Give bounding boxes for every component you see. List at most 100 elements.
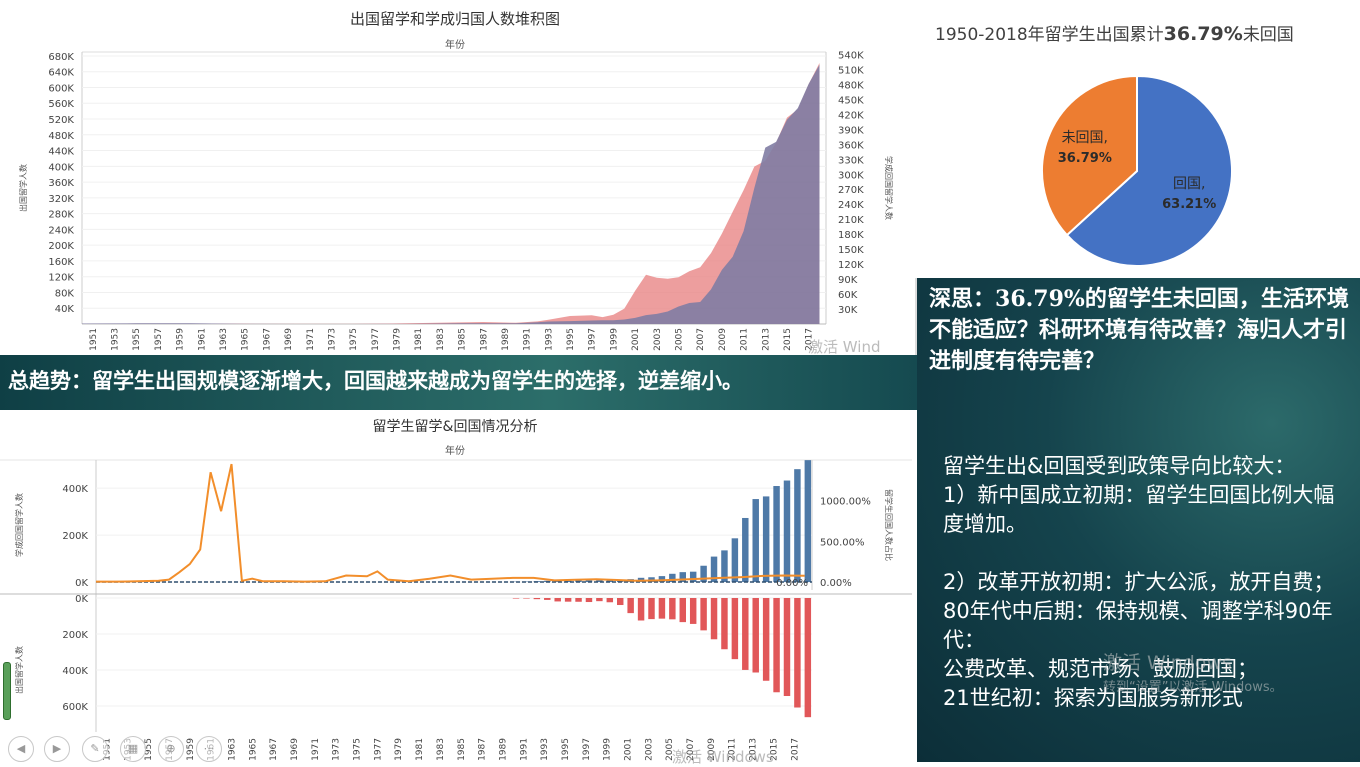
y-right-tick-label: 540K [838,50,864,61]
chart1-watermark: 激活 Wind [808,336,880,357]
chart-subtitle: 年份 [445,38,465,51]
departed-bar [523,598,529,599]
x-tick-label: 2001 [631,328,641,351]
x-tick-label: 2001 [624,738,634,761]
returned-bar [752,499,758,582]
departed-bar [805,598,811,717]
y-axis-label-right: 留学生回国人数占比 [884,489,894,561]
policy-line: 2）改革开放初期：扩大公派，放开自费； [943,568,1353,597]
x-tick-label: 1993 [540,738,550,761]
departed-bar [752,598,758,673]
y-axis-label-top: 学成回国留学人数 [14,493,24,557]
x-tick-label: 2015 [783,328,793,351]
x-tick-label: 1963 [227,738,237,761]
x-tick-label: 1975 [353,738,363,761]
x-tick-label: 1983 [436,328,446,351]
x-tick-label: 2011 [740,328,750,351]
returned-bar [763,496,769,582]
x-tick-label: 1975 [349,328,359,351]
departed-bar [721,598,727,649]
x-tick-label: 1969 [290,738,300,761]
y-tick-label: 80K [55,288,75,299]
y-tick-label: 400K [62,666,88,677]
y-tick-label: 560K [48,99,74,110]
x-tick-label: 1997 [582,738,592,761]
reflection-value: 36.79% [995,286,1085,312]
departed-bar [773,598,779,692]
pie-slice-label: 未回国, [1062,130,1108,146]
pie-chart-svg: 回国, 63.21% 未回国, 36.79% [915,0,1360,278]
y-tick-label: 200K [62,531,88,542]
x-tick-label: 1961 [197,328,207,351]
x-tick-label: 1997 [588,328,598,351]
pie-slice-value: 36.79% [1058,151,1112,166]
area-series-0 [82,63,820,324]
insight-panel: 深思：36.79%的留学生未回国，生活环境不能适应？科研环境有待改善？海归人才引… [917,278,1360,762]
x-tick-label: 1981 [414,328,424,351]
y-tick-label: 160K [48,257,74,268]
pen-icon[interactable]: ✎ [82,736,108,762]
departed-bar [742,598,748,670]
departed-bar [554,598,560,601]
y-axis-label-bottom: 出国留学人数 [14,646,24,694]
x-tick-label: 1965 [241,328,251,351]
x-tick-label: 2013 [761,328,771,351]
arrow-left-icon[interactable]: ◀ [8,736,34,762]
volume-indicator[interactable] [3,662,11,720]
departed-bar [575,598,581,602]
x-tick-label: 1989 [498,738,508,761]
departed-bar [700,598,706,630]
x-tick-label: 1973 [327,328,337,351]
x-tick-label: 1991 [519,738,529,761]
departed-bar [732,598,738,659]
departed-bar [659,598,665,619]
y-right-tick-label: 500.00% [820,537,865,548]
grid-icon[interactable]: ▦ [120,736,146,762]
x-tick-label: 1987 [478,738,488,761]
y-right-tick-label: 60K [838,290,858,301]
departed-bar [617,598,623,605]
y-axis-label-right: 学成回国留学人数 [884,156,894,220]
policy-line: 80年代中后期：保持规模、调整学科90年代： [943,597,1353,655]
activate-watermark-hint: 转到“设置”以激活 Windows。 [1103,676,1283,695]
departed-bar [627,598,633,613]
pie-panel: 1950-2018年留学生出国累计36.79%未回国 回国,63.21%未回国,… [915,0,1360,278]
departed-bar [534,598,540,599]
y-right-tick-label: 420K [838,110,864,121]
x-tick-label: 1953 [111,328,121,351]
chart-title: 出国留学和学成归国人数堆积图 [350,10,560,28]
zoom-icon[interactable]: ⊕ [158,736,184,762]
pie-slice-label: 回国, [1173,176,1205,192]
y-tick-label: 320K [48,194,74,205]
departed-bar [680,598,686,622]
returned-bar [742,518,748,582]
y-tick-label: 0K [75,578,88,589]
departed-bar [690,598,696,624]
returned-bar [773,486,779,582]
returned-bar [690,572,696,582]
departed-bar [596,598,602,601]
departed-bar [544,598,550,600]
y-right-tick-label: 90K [838,275,858,286]
y-tick-label: 480K [48,131,74,142]
y-tick-label: 600K [62,702,88,713]
y-right-tick-label: 270K [838,185,864,196]
x-tick-label: 2005 [675,328,685,351]
y-right-tick-label: 150K [838,245,864,256]
y-right-tick-label: 300K [838,170,864,181]
chart2-watermark: 激活 Windows [672,746,774,767]
y-right-tick-label: 1000.00% [820,497,871,508]
x-tick-label: 1967 [262,328,272,351]
y-right-tick-label: 180K [838,230,864,241]
x-tick-label: 2003 [653,328,663,351]
area-chart-svg: 出国留学和学成归国人数堆积图年份40K80K120K160K200K240K28… [0,0,912,355]
pie-slice-value: 63.21% [1162,197,1216,212]
returned-bar [794,469,800,582]
y-tick-label: 40K [55,304,75,315]
arrow-right-icon[interactable]: ▶ [44,736,70,762]
x-tick-label: 1963 [219,328,229,351]
x-tick-label: 2009 [718,328,728,351]
x-tick-label: 1981 [415,738,425,761]
more-icon[interactable]: ⋯ [196,736,222,762]
